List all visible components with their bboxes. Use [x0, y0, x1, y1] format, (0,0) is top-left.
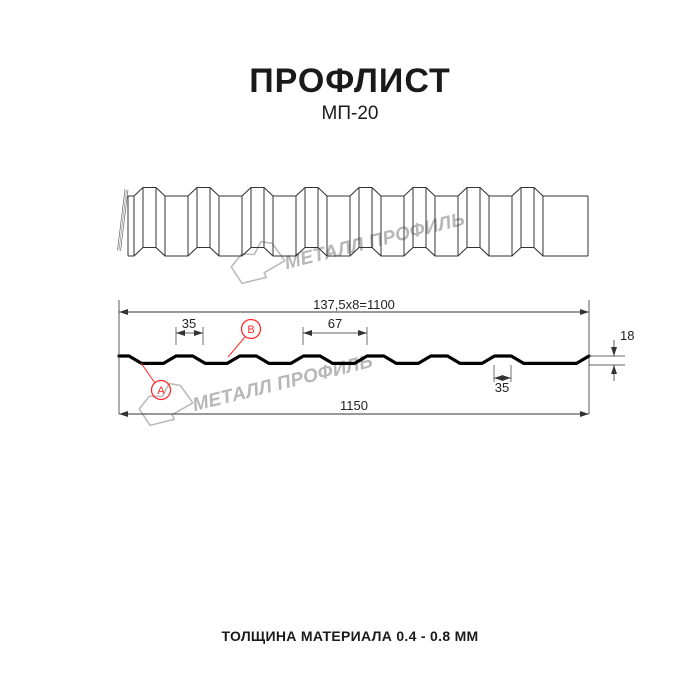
svg-text:35: 35 [495, 380, 509, 395]
svg-text:A: A [157, 385, 165, 397]
svg-text:1150: 1150 [340, 398, 368, 413]
svg-text:B: B [247, 324, 254, 336]
svg-text:137,5x8=1100: 137,5x8=1100 [313, 297, 395, 312]
svg-text:18: 18 [620, 328, 634, 343]
svg-text:35: 35 [182, 316, 196, 331]
svg-text:67: 67 [328, 316, 342, 331]
